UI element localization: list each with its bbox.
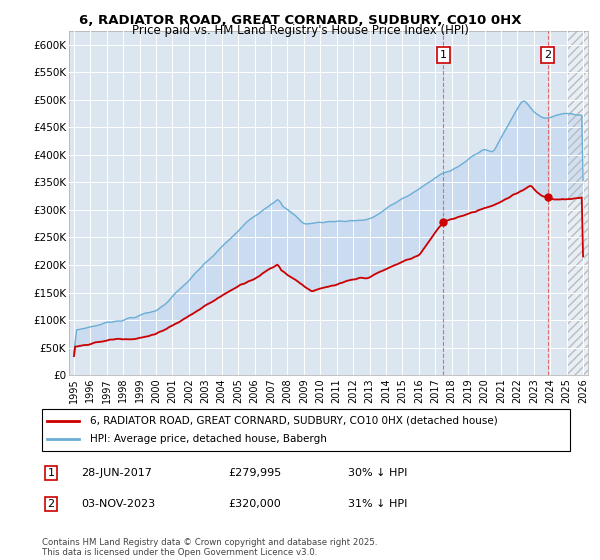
Text: Price paid vs. HM Land Registry's House Price Index (HPI): Price paid vs. HM Land Registry's House …	[131, 24, 469, 36]
Bar	[566, 31, 588, 375]
Text: 1: 1	[47, 468, 55, 478]
Text: £279,995: £279,995	[228, 468, 281, 478]
Text: HPI: Average price, detached house, Babergh: HPI: Average price, detached house, Babe…	[89, 434, 326, 444]
Text: 28-JUN-2017: 28-JUN-2017	[81, 468, 152, 478]
Text: Contains HM Land Registry data © Crown copyright and database right 2025.
This d: Contains HM Land Registry data © Crown c…	[42, 538, 377, 557]
Text: 6, RADIATOR ROAD, GREAT CORNARD, SUDBURY, CO10 0HX (detached house): 6, RADIATOR ROAD, GREAT CORNARD, SUDBURY…	[89, 416, 497, 426]
Text: 30% ↓ HPI: 30% ↓ HPI	[348, 468, 407, 478]
Text: 2: 2	[544, 50, 551, 60]
Text: £320,000: £320,000	[228, 499, 281, 509]
Text: 1: 1	[440, 50, 447, 60]
Text: 03-NOV-2023: 03-NOV-2023	[81, 499, 155, 509]
Bar	[566, 31, 588, 375]
Text: 6, RADIATOR ROAD, GREAT CORNARD, SUDBURY, CO10 0HX: 6, RADIATOR ROAD, GREAT CORNARD, SUDBURY…	[79, 14, 521, 27]
Text: 2: 2	[47, 499, 55, 509]
Text: 31% ↓ HPI: 31% ↓ HPI	[348, 499, 407, 509]
FancyBboxPatch shape	[42, 409, 570, 451]
